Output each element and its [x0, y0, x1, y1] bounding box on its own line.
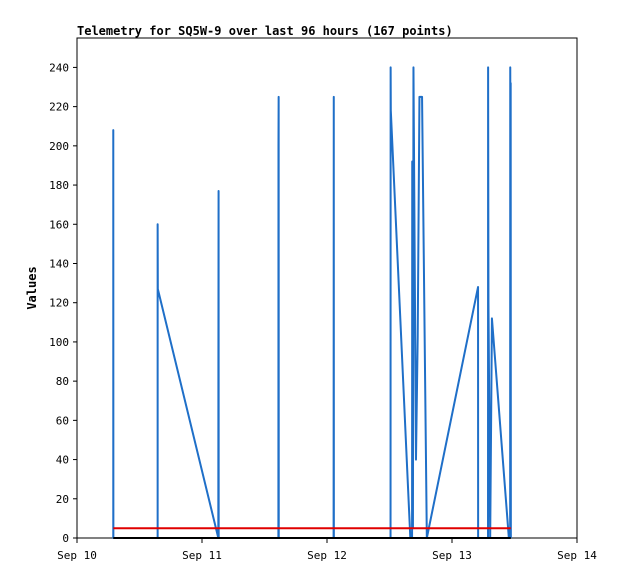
y-tick-label: 40	[56, 454, 69, 467]
y-axis: 0 20 40 60 80 100 120 140 160 180 200 220 240	[49, 61, 77, 545]
y-tick-label: 80	[56, 375, 69, 388]
x-tick-label: Sep 12	[307, 549, 347, 562]
y-tick-label: 20	[56, 493, 69, 506]
x-tick-label: Sep 14	[557, 549, 597, 562]
y-tick-label: 0	[62, 532, 69, 545]
y-tick-label: 220	[49, 101, 69, 114]
chart-title: Telemetry for SQ5W-9 over last 96 hours …	[77, 24, 453, 38]
x-tick-label: Sep 11	[182, 549, 222, 562]
y-tick-label: 240	[49, 61, 69, 74]
y-tick-label: 200	[49, 140, 69, 153]
x-tick-label: Sep 13	[432, 549, 472, 562]
y-tick-label: 100	[49, 336, 69, 349]
y-tick-label: 160	[49, 218, 69, 231]
y-tick-label: 140	[49, 257, 69, 270]
x-tick-label: Sep 10	[57, 549, 97, 562]
series-layer	[112, 66, 512, 539]
y-tick-label: 60	[56, 414, 69, 427]
y-tick-label: 120	[49, 297, 69, 310]
plot-area	[76, 37, 578, 539]
y-tick-label: 180	[49, 179, 69, 192]
x-axis: Sep 10 Sep 11 Sep 12 Sep 13 Sep 14	[57, 538, 597, 562]
y-axis-label: Values	[25, 266, 39, 309]
